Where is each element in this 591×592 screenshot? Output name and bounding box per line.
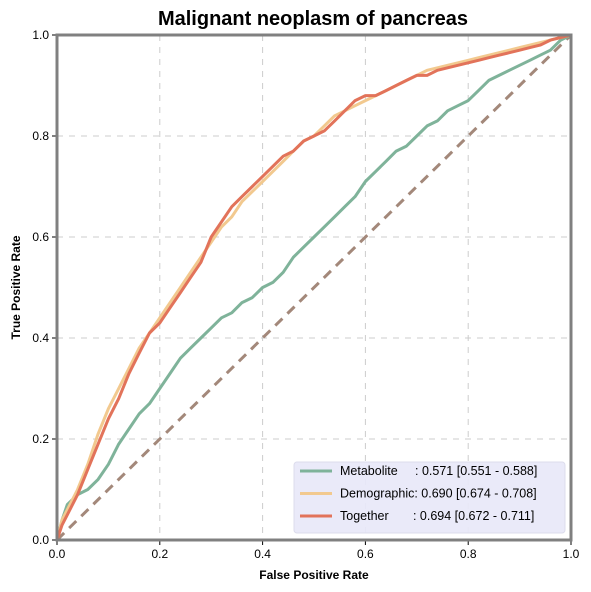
series-line-metabolite	[55, 33, 572, 541]
x-tick-label: 0.0	[49, 547, 66, 561]
reference-diagonal-line	[55, 33, 573, 542]
series-line-together	[55, 33, 572, 541]
x-tick-label: 0.2	[151, 547, 168, 561]
y-tick-label: 1.0	[32, 28, 49, 42]
x-tick-label: 0.6	[357, 547, 374, 561]
axis-ticks: 0.0 0.2 0.4 0.6 0.8 1.0 0.0 0.2 0.4 0.6 0.8 1.0	[32, 28, 579, 561]
x-tick-label: 0.8	[460, 547, 477, 561]
y-tick-label: 0.2	[32, 432, 49, 446]
legend-box	[293, 461, 566, 534]
y-tick-label: 0.0	[32, 533, 49, 547]
plot-frame	[55, 33, 573, 542]
legend-label-together: Together : 0.694 [0.672 - 0.711]	[340, 509, 534, 523]
y-tick-label: 0.8	[32, 129, 49, 143]
y-axis-label: True Positive Rate	[9, 235, 23, 339]
series-lines	[55, 33, 572, 541]
y-tick-label: 0.4	[32, 331, 49, 345]
x-axis-label: False Positive Rate	[259, 568, 369, 582]
chart-title: Malignant neoplasm of pancreas	[158, 8, 468, 30]
y-tick-label: 0.6	[32, 230, 49, 244]
legend: Metabolite : 0.571 [0.551 - 0.588] Demogr…	[293, 461, 566, 534]
x-tick-label: 0.4	[254, 547, 271, 561]
legend-label-demographic: Demographic: 0.690 [0.674 - 0.708]	[340, 487, 537, 501]
x-tick-label: 1.0	[563, 547, 580, 561]
legend-label-metabolite: Metabolite : 0.571 [0.551 - 0.588]	[340, 464, 537, 478]
